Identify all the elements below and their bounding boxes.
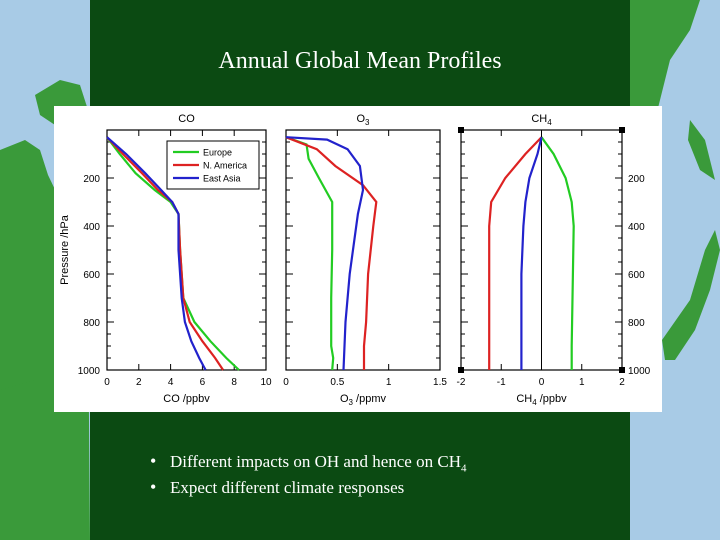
x-axis-label-unit: /ppbv — [537, 393, 567, 405]
x-tick-label: 0 — [539, 377, 545, 388]
british-isles — [8, 170, 32, 215]
bullet-list: • Different impacts on OH and hence on CH… — [150, 448, 466, 500]
bullet-text: Different impacts on OH and hence on CH — [170, 452, 461, 471]
panel-title: CH4 — [531, 113, 552, 127]
bullet-text: Expect different climate responses — [170, 478, 405, 497]
bullet-dot: • — [150, 451, 157, 471]
corner-marker — [619, 367, 625, 373]
series-line-n-america — [488, 136, 543, 370]
series-line-europe — [540, 136, 575, 370]
x-axis-label: O3 /ppmv — [340, 393, 387, 407]
series-line-n-america — [285, 136, 378, 370]
legend-label: East Asia — [203, 174, 241, 184]
series-line-east-asia — [520, 136, 543, 370]
asia-landmass — [630, 0, 700, 260]
x-tick-label: 0 — [283, 377, 289, 388]
x-tick-label: 8 — [231, 377, 237, 388]
panel-title: CO — [178, 113, 195, 125]
y-tick-label: 800 — [83, 318, 100, 329]
series-line-europe — [285, 136, 335, 371]
y-tick-label: 1000 — [78, 366, 101, 377]
y-tick-label-right: 600 — [628, 270, 645, 281]
corner-marker — [458, 367, 464, 373]
kamchatka — [688, 120, 715, 180]
x-tick-label: 10 — [260, 377, 272, 388]
y-tick-label-right: 800 — [628, 318, 645, 329]
bullet-item: • Expect different climate responses — [150, 474, 466, 500]
x-tick-label: 6 — [200, 377, 206, 388]
profiles-figure: 0 2 4 6 8 10 CO CO /ppbv Europe N. America East As… — [54, 106, 662, 412]
x-tick-label: 2 — [619, 377, 625, 388]
corner-marker — [458, 127, 464, 133]
series-line-east-asia — [106, 136, 207, 371]
corner-marker — [619, 127, 625, 133]
x-tick-label: 1.5 — [433, 377, 447, 388]
y-axis-label: Pressure /hPa — [59, 214, 71, 285]
x-tick-label: -1 — [497, 377, 506, 388]
x-axis-label-subscript: 4 — [532, 398, 537, 407]
x-tick-label: 0 — [104, 377, 110, 388]
bullet-subscript: 4 — [460, 462, 467, 475]
x-tick-label: 1 — [386, 377, 392, 388]
y-tick-label: 400 — [83, 222, 100, 233]
japan-island — [662, 230, 720, 360]
y-tick-label-right: 400 — [628, 222, 645, 233]
series-line-east-asia — [285, 136, 365, 371]
bullet-dot: • — [150, 477, 157, 497]
panel-title-subscript: 4 — [547, 118, 552, 127]
y-tick-label-right: 1000 — [628, 366, 651, 377]
legend-label: N. America — [203, 161, 247, 171]
y-tick-label-right: 200 — [628, 174, 645, 185]
x-axis-label-unit: /ppmv — [353, 393, 387, 405]
panel-title: O3 — [356, 113, 370, 127]
x-axis-label: CH4 /ppbv — [516, 393, 567, 407]
x-tick-label: 2 — [136, 377, 142, 388]
x-tick-label: 1 — [579, 377, 585, 388]
plot-frame — [285, 129, 441, 371]
x-tick-label: -2 — [457, 377, 466, 388]
x-tick-label: 4 — [168, 377, 174, 388]
iberia — [0, 320, 45, 390]
x-tick-label: 0.5 — [330, 377, 344, 388]
y-tick-label: 600 — [83, 270, 100, 281]
x-axis-label-subscript: 3 — [349, 398, 354, 407]
bullet-item: • Different impacts on OH and hence on CH… — [150, 448, 466, 474]
panel-title-subscript: 3 — [365, 118, 370, 127]
slide-title: Annual Global Mean Profiles — [218, 48, 502, 74]
y-tick-label: 200 — [83, 174, 100, 185]
legend-label: Europe — [203, 148, 232, 158]
x-axis-label: CO /ppbv — [163, 393, 210, 405]
